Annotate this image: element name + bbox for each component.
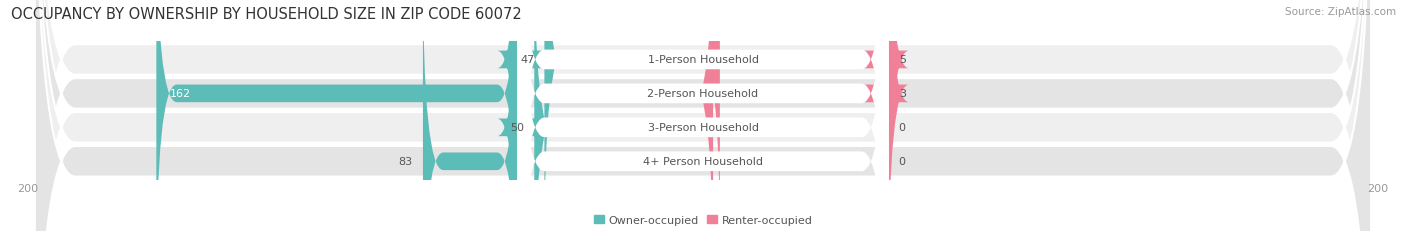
Text: Source: ZipAtlas.com: Source: ZipAtlas.com (1285, 7, 1396, 17)
Text: 0: 0 (898, 123, 905, 133)
FancyBboxPatch shape (517, 0, 889, 231)
FancyBboxPatch shape (693, 0, 908, 231)
Legend: Owner-occupied, Renter-occupied: Owner-occupied, Renter-occupied (589, 211, 817, 229)
Text: 5: 5 (898, 55, 905, 65)
Text: 4+ Person Household: 4+ Person Household (643, 157, 763, 167)
Text: 83: 83 (399, 157, 413, 167)
FancyBboxPatch shape (156, 0, 517, 231)
FancyBboxPatch shape (498, 0, 554, 231)
FancyBboxPatch shape (517, 0, 889, 231)
FancyBboxPatch shape (35, 0, 1371, 231)
Text: 50: 50 (510, 123, 524, 133)
Text: 3-Person Household: 3-Person Household (648, 123, 758, 133)
FancyBboxPatch shape (517, 0, 889, 231)
FancyBboxPatch shape (35, 0, 1371, 231)
FancyBboxPatch shape (700, 0, 908, 231)
FancyBboxPatch shape (517, 0, 889, 231)
FancyBboxPatch shape (423, 0, 517, 231)
Text: 0: 0 (898, 157, 905, 167)
FancyBboxPatch shape (35, 0, 1371, 231)
Text: 2-Person Household: 2-Person Household (647, 89, 759, 99)
FancyBboxPatch shape (498, 0, 565, 231)
Text: OCCUPANCY BY OWNERSHIP BY HOUSEHOLD SIZE IN ZIP CODE 60072: OCCUPANCY BY OWNERSHIP BY HOUSEHOLD SIZE… (11, 7, 522, 22)
Text: 47: 47 (520, 55, 534, 65)
Text: 1-Person Household: 1-Person Household (648, 55, 758, 65)
Text: 3: 3 (898, 89, 905, 99)
FancyBboxPatch shape (35, 0, 1371, 231)
Text: 162: 162 (170, 89, 191, 99)
